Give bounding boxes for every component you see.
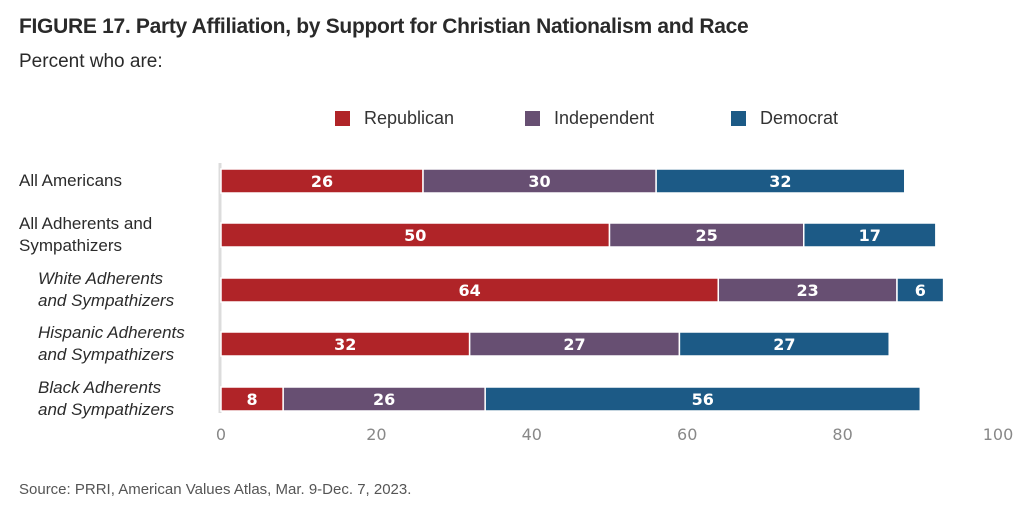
bar-row: 8 26 56 [220,386,922,412]
data-label-republican: 26 [311,172,333,191]
bar-democrat [896,277,945,303]
legend: Republican Independent Democrat [0,106,1033,130]
category-label-line: White Adherents [38,269,164,288]
data-label-independent: 23 [797,281,819,300]
category-label: All Adherents and Sympathizers [19,213,152,257]
bar-republican [220,277,720,303]
data-label-republican: 50 [404,226,426,245]
data-label-democrat: 56 [692,390,714,409]
x-tick-label: 40 [522,425,542,444]
category-label: White Adherents and Sympathizers [38,268,174,312]
x-tick-label: 100 [983,425,1014,444]
bar-independent [282,386,486,412]
data-label-republican: 8 [247,390,258,409]
bar-independent [468,331,681,357]
data-label-independent: 27 [563,335,585,354]
data-label-republican: 64 [459,281,481,300]
data-label-independent: 30 [528,172,550,191]
x-tick-label: 80 [832,425,852,444]
x-tick-label: 20 [366,425,386,444]
legend-item-democrat: Democrat [731,106,838,130]
x-tick-label: 0 [216,425,226,444]
x-tick-label: 60 [677,425,697,444]
bar-democrat [655,168,906,194]
category-label-line: All Adherents and [19,214,153,233]
legend-swatch-democrat [731,110,746,126]
bar-republican [220,168,424,194]
data-label-democrat: 32 [769,172,791,191]
legend-swatch-independent [525,110,540,126]
legend-swatch-republican [335,110,350,126]
chart-subtitle: Percent who are: [19,51,163,72]
bar-independent [422,168,657,194]
category-label-line: Hispanic Adherents [38,323,185,342]
legend-item-republican: Republican [335,106,454,130]
data-label-democrat: 6 [915,281,926,300]
data-label-independent: 26 [373,390,395,409]
bar-democrat [803,222,937,248]
legend-label-independent: Independent [554,107,655,128]
bar-independent [608,222,805,248]
bar-republican [220,331,471,357]
bar-republican [220,386,284,412]
category-label: All Americans [19,170,122,192]
data-label-democrat: 17 [859,226,881,245]
data-label-independent: 25 [695,226,717,245]
category-label: Black Adherents and Sympathizers [38,377,174,421]
bar-row: 26 30 32 [220,168,906,194]
category-label-line: All Americans [19,171,122,190]
category-label-line: Sympathizers [19,236,122,255]
chart-title: FIGURE 17. Party Affiliation, by Support… [19,15,749,38]
category-label-line: and Sympathizers [38,291,175,310]
category-label-line: and Sympathizers [38,400,175,419]
data-label-democrat: 27 [773,335,795,354]
bar-row: 64 23 6 [220,277,945,303]
bar-democrat [678,331,890,357]
category-label-line: Black Adherents [38,378,162,397]
bar-row: 50 25 17 [220,222,937,248]
legend-label-democrat: Democrat [760,107,839,128]
legend-label-republican: Republican [364,107,455,128]
source-note: Source: PRRI, American Values Atlas, Mar… [19,481,412,498]
category-label: Hispanic Adherents and Sympathizers [38,322,185,366]
legend-item-independent: Independent [525,106,654,130]
bar-democrat [484,386,922,412]
category-label-line: and Sympathizers [38,345,175,364]
bar-row: 32 27 27 [220,331,890,357]
data-label-republican: 32 [334,335,356,354]
